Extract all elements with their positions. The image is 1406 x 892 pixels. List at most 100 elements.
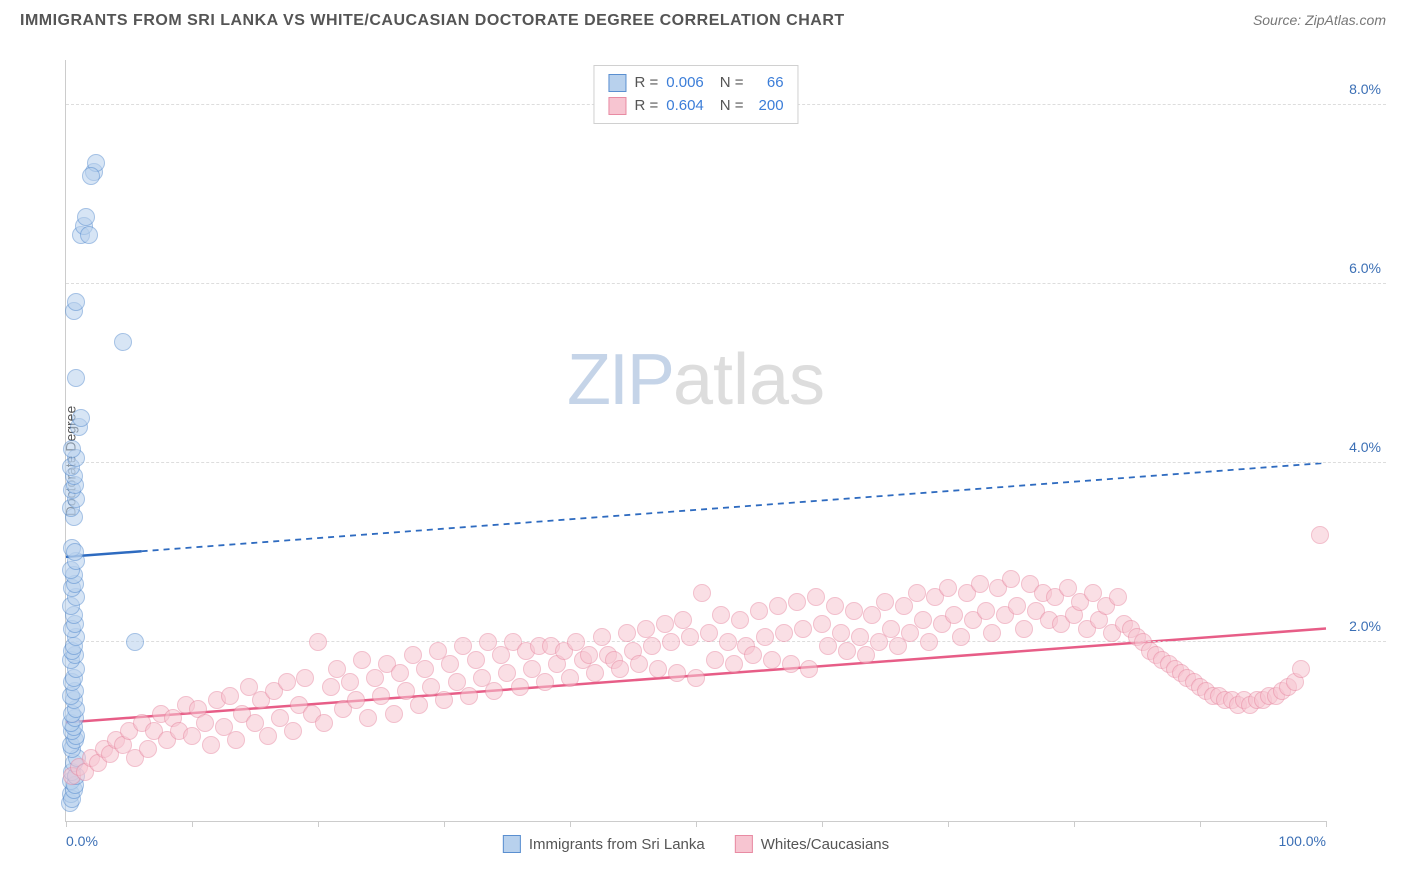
legend-item-1: Immigrants from Sri Lanka [503,835,705,853]
source-name: ZipAtlas.com [1305,12,1386,28]
data-point-whites [284,722,302,740]
data-point-sri_lanka [82,167,100,185]
data-point-whites [611,660,629,678]
data-point-whites [1292,660,1310,678]
data-point-whites [561,669,579,687]
data-point-whites [202,736,220,754]
data-point-whites [656,615,674,633]
data-point-whites [341,673,359,691]
data-point-whites [744,646,762,664]
n-value-2: 200 [752,95,784,118]
data-point-whites [322,678,340,696]
data-point-sri_lanka [67,369,85,387]
watermark: ZIPatlas [567,339,825,421]
data-point-whites [782,655,800,673]
x-tick [1200,821,1201,827]
data-point-whites [315,714,333,732]
data-point-whites [1311,526,1329,544]
y-tick-label: 4.0% [1349,439,1381,455]
data-point-whites [920,633,938,651]
swatch-bottom-1 [503,835,521,853]
n-label-2: N = [720,95,744,118]
data-point-whites [971,575,989,593]
data-point-whites [977,602,995,620]
x-tick [948,821,949,827]
swatch-bottom-2 [735,835,753,853]
r-label-2: R = [634,95,658,118]
data-point-whites [712,606,730,624]
data-point-whites [593,628,611,646]
x-tick [318,821,319,827]
gridline [66,283,1386,284]
data-point-whites [725,655,743,673]
data-point-sri_lanka [66,543,84,561]
data-point-whites [649,660,667,678]
plot-area: ZIPatlas R = 0.006 N = 66 R = 0.604 N = … [65,60,1326,822]
x-tick [192,821,193,827]
data-point-sri_lanka [72,409,90,427]
source-prefix: Source: [1253,12,1305,28]
data-point-whites [876,593,894,611]
data-point-whites [731,611,749,629]
data-point-whites [586,664,604,682]
data-point-whites [769,597,787,615]
swatch-series-2 [608,97,626,115]
data-point-sri_lanka [67,293,85,311]
data-point-whites [668,664,686,682]
legend-stats-row-2: R = 0.604 N = 200 [608,95,783,118]
x-tick [1074,821,1075,827]
data-point-whites [259,727,277,745]
data-point-whites [693,584,711,602]
x-tick [1326,821,1327,827]
data-point-whites [511,678,529,696]
data-point-whites [536,673,554,691]
data-point-whites [618,624,636,642]
data-point-whites [139,740,157,758]
data-point-whites [845,602,863,620]
data-point-whites [952,628,970,646]
data-point-whites [347,691,365,709]
data-point-whites [662,633,680,651]
data-point-whites [580,646,598,664]
data-point-whites [227,731,245,749]
data-point-sri_lanka [126,633,144,651]
data-point-whites [353,651,371,669]
legend-item-2: Whites/Caucasians [735,835,889,853]
legend-stats-row-1: R = 0.006 N = 66 [608,72,783,95]
data-point-whites [435,691,453,709]
x-label-min: 0.0% [66,833,98,849]
y-tick-label: 2.0% [1349,618,1381,634]
data-point-whites [775,624,793,642]
data-point-whites [945,606,963,624]
data-point-whites [485,682,503,700]
x-tick [444,821,445,827]
data-point-whites [681,628,699,646]
chart-container: Doctorate Degree ZIPatlas R = 0.006 N = … [20,50,1386,872]
x-label-max: 100.0% [1279,833,1326,849]
r-label-1: R = [634,72,658,95]
data-point-whites [807,588,825,606]
r-value-2: 0.604 [666,95,704,118]
data-point-whites [939,579,957,597]
data-point-whites [196,714,214,732]
legend-label-1: Immigrants from Sri Lanka [529,836,705,853]
data-point-whites [1002,570,1020,588]
data-point-whites [851,628,869,646]
gridline [66,462,1386,463]
data-point-whites [794,620,812,638]
watermark-atlas: atlas [673,340,825,420]
x-tick [822,821,823,827]
data-point-whites [983,624,1001,642]
data-point-whites [1008,597,1026,615]
data-point-whites [756,628,774,646]
data-point-whites [706,651,724,669]
watermark-zip: ZIP [567,340,673,420]
legend-stats: R = 0.006 N = 66 R = 0.604 N = 200 [593,65,798,124]
data-point-sri_lanka [63,440,81,458]
data-point-whites [826,597,844,615]
data-point-whites [832,624,850,642]
data-point-whites [467,651,485,669]
data-point-whites [410,696,428,714]
data-point-whites [637,620,655,638]
data-point-whites [372,687,390,705]
